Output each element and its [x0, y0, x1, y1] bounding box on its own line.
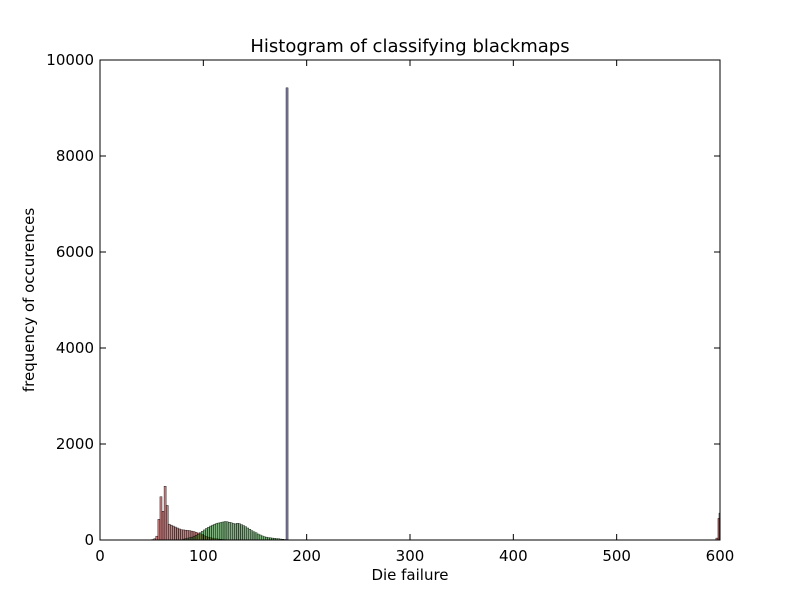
y-tick-label: 2000: [56, 435, 94, 453]
histogram-bar: [167, 523, 171, 541]
histogram-bar: [165, 505, 169, 541]
histogram-bar: [213, 523, 216, 541]
histogram-bar: [263, 536, 266, 541]
histogram-bar: [163, 486, 167, 541]
histogram-bar: [215, 523, 219, 541]
histogram-bar: [256, 533, 260, 541]
histogram-bar: [194, 535, 198, 541]
y-tick-label: 6000: [56, 243, 94, 261]
histogram-bar: [252, 531, 256, 541]
histogram-bar: [217, 522, 221, 541]
histogram-bar: [161, 511, 165, 541]
histogram-bar: [178, 528, 181, 541]
histogram-bar: [159, 496, 163, 541]
histogram-bar: [207, 527, 210, 541]
histogram-bar: [258, 534, 262, 541]
y-axis-label: frequency of occurences: [20, 208, 38, 392]
histogram-bar: [232, 523, 235, 541]
x-tick-label: 500: [602, 547, 631, 565]
histogram-bar: [205, 528, 208, 541]
histogram-bar: [261, 535, 264, 541]
histogram-bar: [182, 529, 185, 541]
histogram-bar: [236, 523, 239, 541]
histogram-bar: [157, 519, 161, 541]
axis-ticks: 0 100 200 300 400 500 600020004000600080001000…: [46, 51, 734, 565]
histogram-bar: [244, 526, 247, 541]
y-tick-label: 10000: [46, 51, 94, 69]
histogram-bar: [238, 523, 241, 541]
histogram-bars: [151, 87, 721, 541]
x-tick-label: 600: [706, 547, 735, 565]
histogram-bar: [192, 535, 196, 541]
histogram-bar: [225, 521, 229, 541]
histogram-bar: [176, 527, 179, 541]
histogram-bar: [221, 521, 225, 541]
y-tick-label: 4000: [56, 339, 94, 357]
histogram-bar: [285, 87, 289, 541]
x-tick-label: 100: [189, 547, 218, 565]
histogram-bar: [240, 524, 243, 541]
histogram-bar: [227, 522, 231, 541]
histogram-bar: [229, 522, 233, 541]
x-tick-label: 300: [396, 547, 425, 565]
x-tick-label: 400: [499, 547, 528, 565]
x-tick-label: 200: [292, 547, 321, 565]
chart-title: Histogram of classifying blackmaps: [250, 36, 569, 57]
histogram-bar: [174, 526, 177, 541]
histogram-bar: [219, 522, 223, 541]
histogram-bar: [254, 532, 258, 541]
histogram-bar: [170, 524, 173, 541]
x-tick-label: 0: [95, 547, 105, 565]
histogram-bar: [198, 532, 202, 541]
histogram-bar: [211, 524, 214, 541]
histogram-bar: [246, 527, 250, 541]
histogram-bar: [242, 525, 245, 541]
histogram-bar: [234, 523, 237, 541]
y-tick-label: 8000: [56, 147, 94, 165]
histogram-bar: [180, 529, 183, 541]
histogram-bar: [155, 535, 159, 541]
x-axis-label: Die failure: [371, 566, 448, 584]
histogram-bar: [196, 534, 200, 541]
histogram-bar: [172, 525, 175, 541]
y-tick-label: 0: [84, 531, 94, 549]
histogram-bar: [209, 525, 212, 541]
histogram-bar: [223, 521, 227, 541]
histogram-bar: [248, 529, 252, 541]
histogram-bar: [250, 530, 254, 541]
